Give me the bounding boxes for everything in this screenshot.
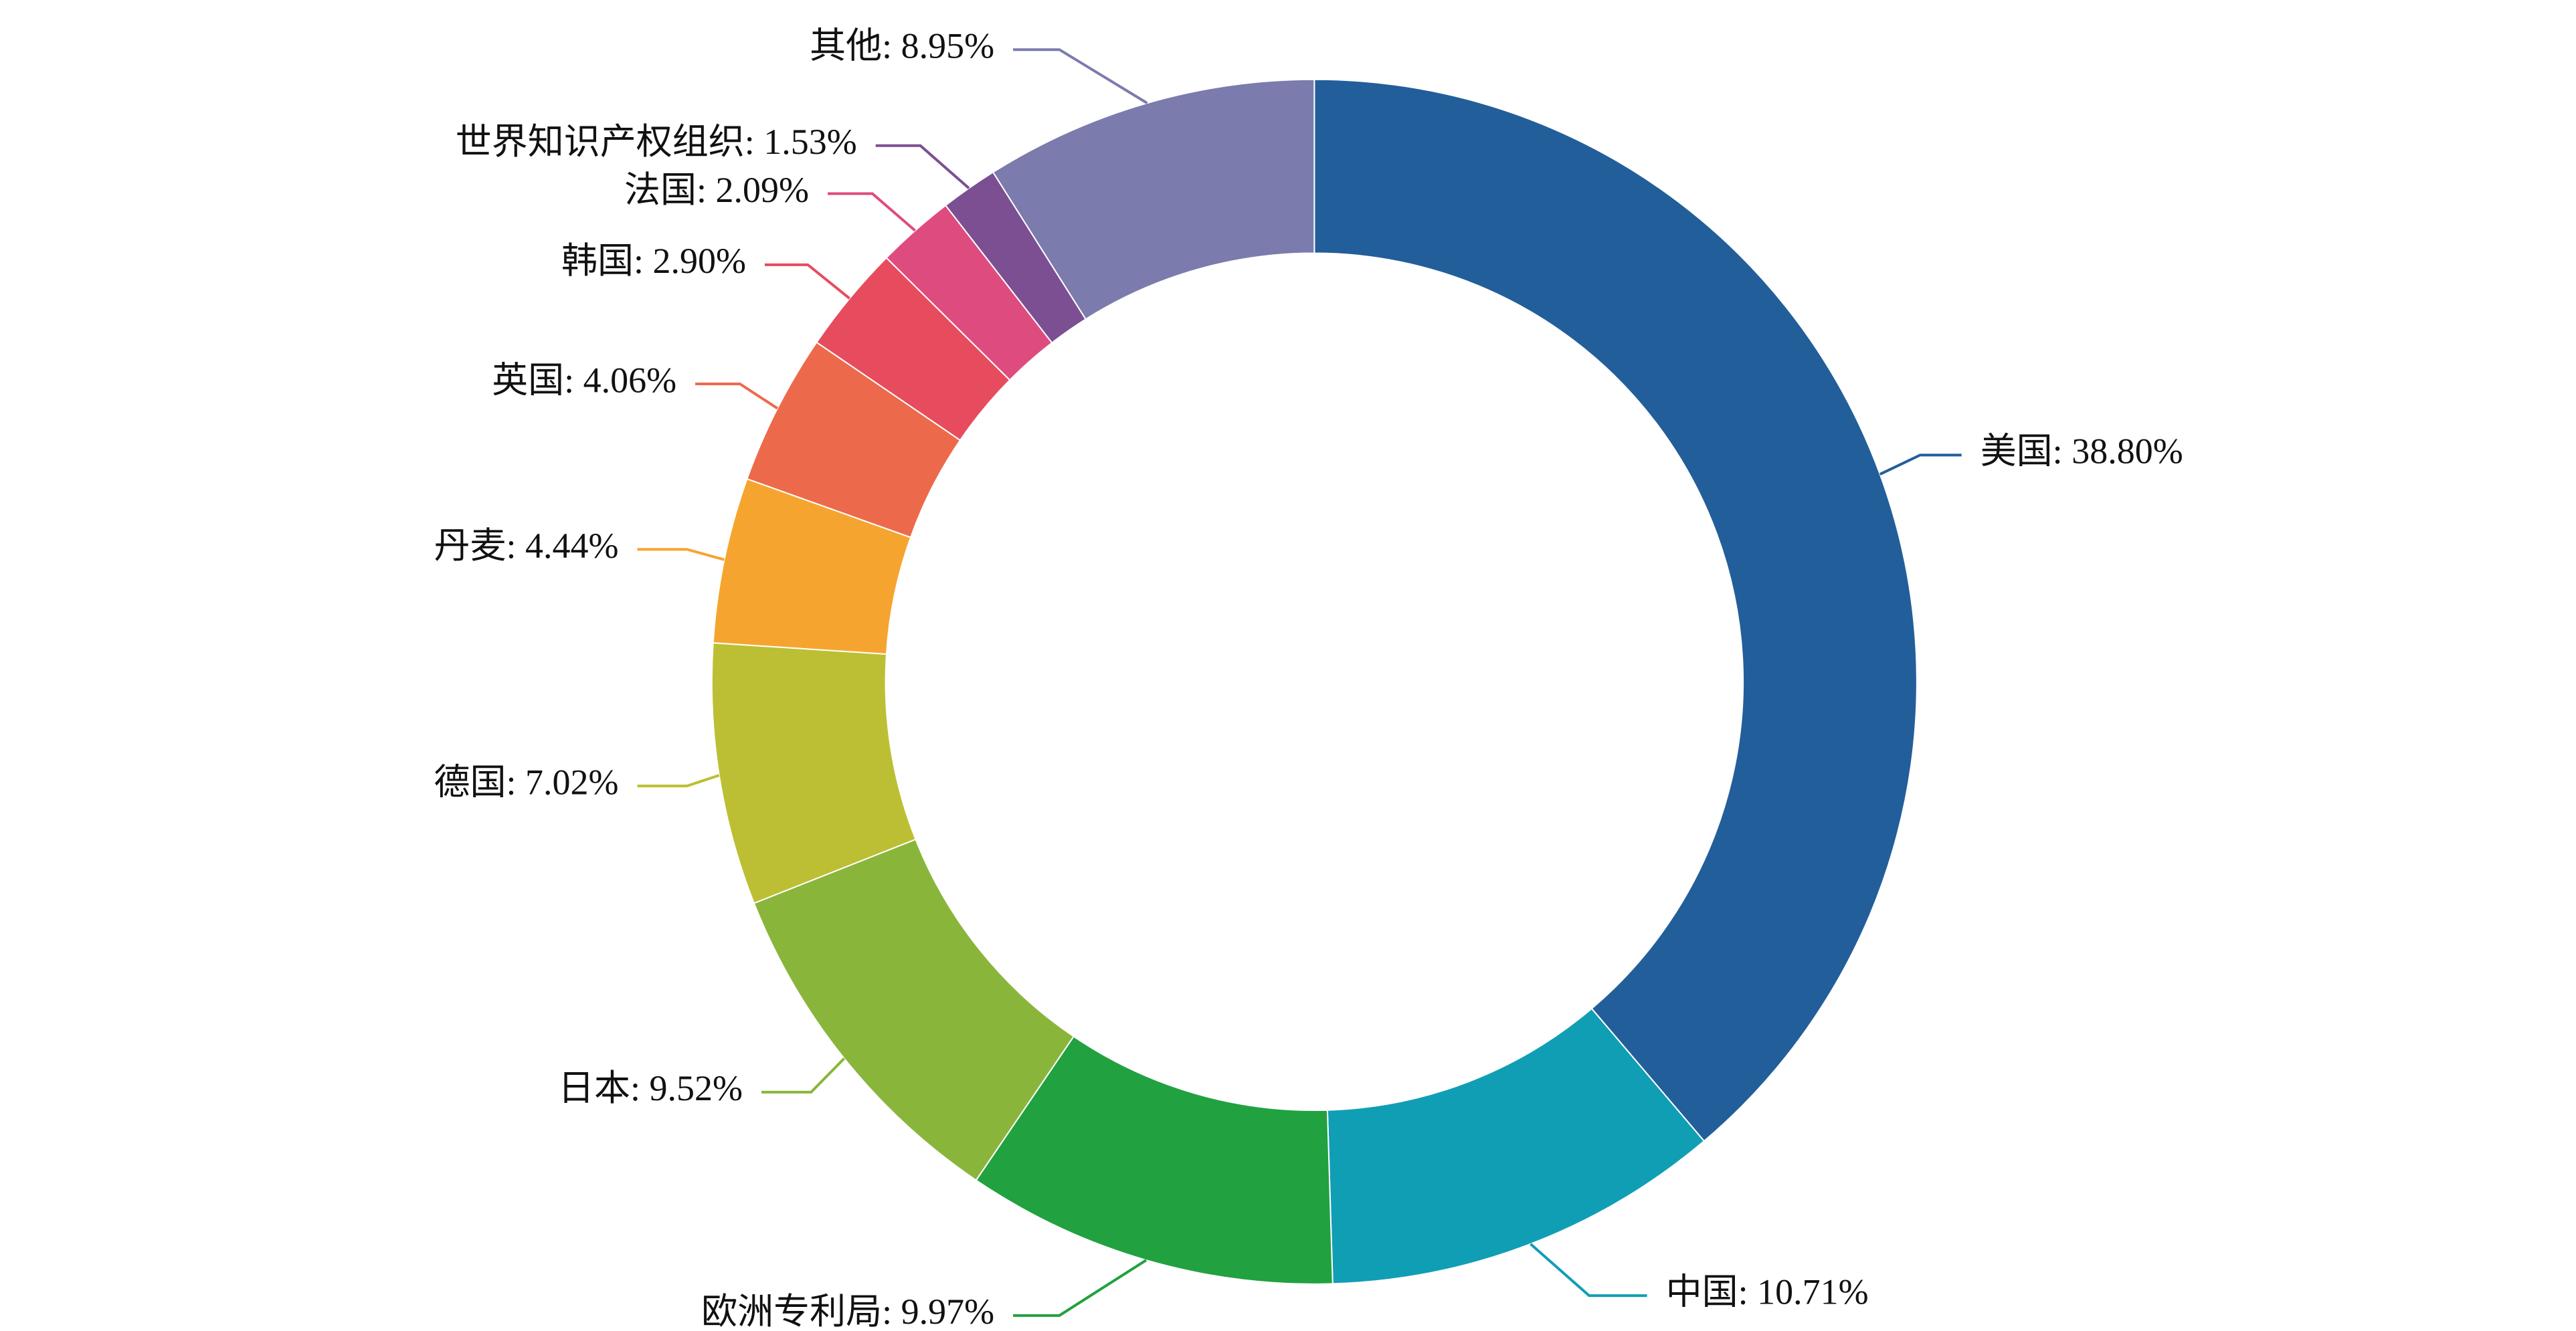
leader-line [1879, 453, 1962, 476]
leader-line [764, 263, 850, 300]
leader-line [637, 774, 720, 788]
leader-line [1013, 1259, 1147, 1317]
slice-label: 英国: 4.06% [492, 360, 676, 400]
slice-label: 其他: 8.95% [810, 26, 994, 66]
slice-label: 欧洲专利局: 9.97% [701, 1292, 994, 1331]
slice-label: 日本: 9.52% [558, 1068, 743, 1108]
slice-label: 德国: 7.02% [434, 762, 618, 803]
leader-line [828, 192, 917, 232]
leader-line [1530, 1243, 1647, 1298]
leader-line [637, 548, 725, 561]
leader-line [875, 144, 970, 189]
leader-line [761, 1057, 846, 1094]
leader-line [695, 382, 779, 410]
slice-label: 丹麦: 4.44% [434, 526, 618, 566]
slice-label: 世界知识产权组织: 1.53% [456, 122, 857, 162]
slice-label: 法国: 2.09% [624, 170, 809, 210]
leader-line [1013, 48, 1148, 104]
slice-label: 美国: 38.80% [1981, 431, 2183, 472]
slice-label: 韩国: 2.90% [561, 241, 746, 281]
donut-segment [992, 78, 1315, 320]
donut-segment [1313, 78, 1918, 1142]
slice-label: 中国: 10.71% [1666, 1272, 1869, 1312]
